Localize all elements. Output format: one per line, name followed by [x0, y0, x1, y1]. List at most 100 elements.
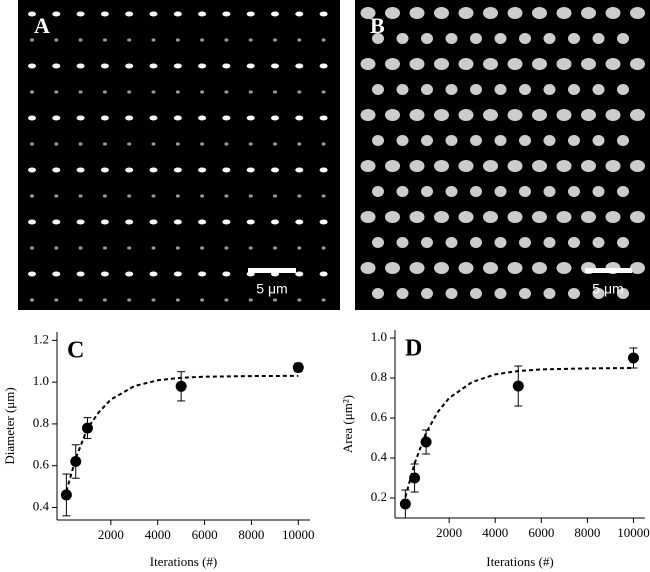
- dot: [100, 115, 109, 121]
- dot: [100, 11, 109, 17]
- dot: [385, 58, 400, 70]
- dot: [125, 167, 134, 173]
- dot: [76, 11, 85, 17]
- dot: [200, 298, 205, 302]
- y-tick-label: 1.2: [33, 331, 49, 346]
- dot: [297, 298, 302, 302]
- dot: [149, 219, 158, 225]
- dot: [76, 115, 85, 121]
- dot: [78, 38, 83, 42]
- dot: [54, 246, 59, 250]
- dot: [605, 58, 621, 70]
- x-tick-label: 8000: [238, 527, 264, 542]
- dot: [494, 288, 507, 299]
- dot: [458, 109, 474, 121]
- y-tick-label: 0.6: [371, 409, 388, 424]
- dot: [102, 298, 107, 302]
- dot: [321, 90, 326, 94]
- dot: [483, 160, 498, 172]
- dot: [78, 142, 83, 146]
- dot: [295, 63, 304, 69]
- dot: [175, 246, 180, 250]
- dot: [519, 186, 531, 197]
- dot: [198, 167, 207, 173]
- dot: [396, 186, 409, 197]
- dot: [630, 58, 645, 70]
- dot: [421, 135, 433, 146]
- dot: [445, 135, 458, 146]
- dot: [125, 115, 134, 121]
- dot: [592, 135, 605, 146]
- y-axis-label: Area (μm²): [340, 395, 355, 453]
- dot: [409, 160, 425, 172]
- dot: [273, 246, 277, 250]
- dot: [360, 211, 376, 223]
- dot: [507, 160, 523, 172]
- dot: [52, 63, 61, 69]
- dot: [617, 288, 629, 299]
- dot: [581, 160, 596, 172]
- dot: [271, 219, 279, 225]
- dot: [409, 262, 425, 274]
- panel-label: D: [405, 336, 422, 362]
- dot: [248, 298, 253, 302]
- dot: [385, 7, 400, 19]
- dot: [483, 58, 498, 70]
- dot: [52, 167, 61, 173]
- x-tick-label: 4000: [482, 525, 508, 540]
- dot: [222, 167, 231, 173]
- dot: [151, 90, 156, 94]
- dot: [222, 115, 231, 121]
- dot: [532, 211, 547, 223]
- data-point: [81, 422, 93, 434]
- dot: [76, 271, 85, 277]
- dot: [519, 33, 531, 44]
- dot: [372, 33, 384, 44]
- dot: [483, 211, 498, 223]
- dot: [556, 109, 572, 121]
- dot: [494, 84, 507, 95]
- panel-label: A: [34, 13, 50, 38]
- dot: [360, 109, 376, 121]
- dot: [246, 167, 255, 173]
- data-point: [512, 380, 524, 392]
- x-tick-label: 6000: [528, 525, 554, 540]
- dot: [78, 90, 83, 94]
- dot: [372, 186, 384, 197]
- dot: [321, 194, 326, 198]
- dot: [100, 271, 109, 277]
- dot: [581, 58, 596, 70]
- x-axis-label: Iterations (#): [486, 554, 554, 569]
- dot: [372, 237, 384, 248]
- dot: [127, 142, 132, 146]
- dot: [200, 142, 205, 146]
- dot: [372, 288, 384, 299]
- data-point: [175, 380, 187, 392]
- dot: [409, 58, 425, 70]
- dot: [273, 142, 277, 146]
- dot: [434, 58, 449, 70]
- dot: [151, 142, 156, 146]
- fit-curve: [65, 374, 299, 492]
- y-axis-label: Diameter (μm): [2, 387, 17, 464]
- dot: [409, 211, 425, 223]
- dot: [246, 11, 255, 17]
- dot: [30, 298, 34, 302]
- dot: [100, 63, 109, 69]
- x-tick-label: 4000: [145, 527, 171, 542]
- dot: [483, 109, 498, 121]
- dot: [568, 186, 580, 197]
- dot: [630, 160, 645, 172]
- dot: [248, 246, 253, 250]
- dot: [28, 271, 36, 277]
- dot: [617, 237, 629, 248]
- dot: [494, 135, 507, 146]
- dot: [617, 186, 629, 197]
- dot: [532, 58, 547, 70]
- dot: [222, 219, 231, 225]
- dot: [532, 7, 547, 19]
- dot: [149, 11, 158, 17]
- dot: [102, 90, 107, 94]
- dot: [248, 142, 253, 146]
